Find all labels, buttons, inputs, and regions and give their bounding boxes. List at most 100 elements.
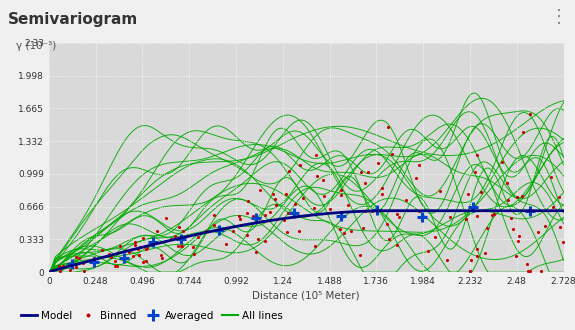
Point <box>536 269 546 274</box>
Point <box>255 187 264 193</box>
Point <box>511 254 520 259</box>
Point <box>265 209 274 214</box>
Point <box>359 225 368 230</box>
Point <box>188 245 197 250</box>
Point <box>135 244 144 249</box>
Point <box>481 250 490 255</box>
Point <box>152 228 162 234</box>
Point <box>470 170 480 175</box>
Point <box>526 209 535 214</box>
Point <box>120 256 129 261</box>
Point <box>177 244 186 249</box>
Point <box>442 258 451 263</box>
Point <box>173 244 182 249</box>
Point <box>472 253 481 258</box>
Point <box>269 191 278 197</box>
Point <box>310 243 319 248</box>
Point <box>143 245 152 250</box>
Text: Semivariogram: Semivariogram <box>7 12 138 26</box>
Point <box>467 257 476 262</box>
Point <box>418 214 427 220</box>
Point <box>133 247 143 252</box>
Point <box>130 240 139 245</box>
Point <box>412 175 421 180</box>
Point <box>54 263 63 268</box>
Point <box>79 260 88 265</box>
Point <box>75 256 84 261</box>
Point <box>178 229 187 234</box>
Point <box>313 174 322 179</box>
Point <box>384 124 393 129</box>
Point <box>162 215 171 221</box>
Point <box>271 202 281 207</box>
Point <box>282 230 291 235</box>
Point <box>319 193 328 199</box>
Point <box>71 254 80 259</box>
Point <box>104 251 113 256</box>
Point <box>209 213 218 218</box>
Point <box>193 234 202 239</box>
Text: γ (10⁻³): γ (10⁻³) <box>16 41 56 51</box>
Point <box>515 233 524 239</box>
Point <box>242 233 251 238</box>
Point <box>360 208 369 213</box>
Point <box>482 226 492 231</box>
Point <box>339 230 348 236</box>
Point <box>141 246 151 251</box>
Point <box>476 189 485 195</box>
Point <box>260 212 270 217</box>
Point <box>423 248 432 254</box>
Point <box>503 197 512 202</box>
Point <box>110 263 120 268</box>
Point <box>283 210 292 215</box>
Point <box>325 206 335 211</box>
Point <box>466 269 475 274</box>
Point <box>336 226 345 232</box>
Point <box>393 211 402 216</box>
Point <box>387 152 396 157</box>
Point <box>72 264 81 270</box>
Point <box>135 252 144 257</box>
Point <box>257 218 266 223</box>
Point <box>177 244 186 249</box>
Point <box>298 196 308 201</box>
Point <box>111 258 120 264</box>
Point <box>548 205 557 210</box>
Point <box>526 269 535 274</box>
Point <box>248 214 258 219</box>
Point <box>347 228 356 233</box>
Point <box>525 111 534 116</box>
Point <box>355 252 364 257</box>
Point <box>228 228 237 233</box>
Point <box>141 258 150 263</box>
Point <box>290 201 300 207</box>
Point <box>201 228 210 233</box>
Point <box>385 236 394 241</box>
Point <box>116 243 125 248</box>
Point <box>472 247 481 252</box>
Point <box>279 217 288 223</box>
Point <box>361 181 370 186</box>
Point <box>281 192 290 197</box>
Point <box>337 213 346 218</box>
Point <box>90 259 99 264</box>
Point <box>290 211 299 216</box>
Point <box>540 223 550 229</box>
Point <box>236 216 245 222</box>
Point <box>243 211 252 216</box>
Point <box>131 243 140 248</box>
Point <box>508 226 518 231</box>
Point <box>367 209 376 214</box>
Point <box>373 160 382 166</box>
Point <box>139 236 148 241</box>
Point <box>487 212 496 217</box>
Point <box>166 237 175 242</box>
Point <box>89 255 98 260</box>
Point <box>310 206 319 211</box>
Point <box>106 254 116 260</box>
Point <box>490 212 499 217</box>
Point <box>97 248 106 253</box>
Point <box>393 243 402 248</box>
Point <box>363 170 373 175</box>
Point <box>356 169 365 174</box>
